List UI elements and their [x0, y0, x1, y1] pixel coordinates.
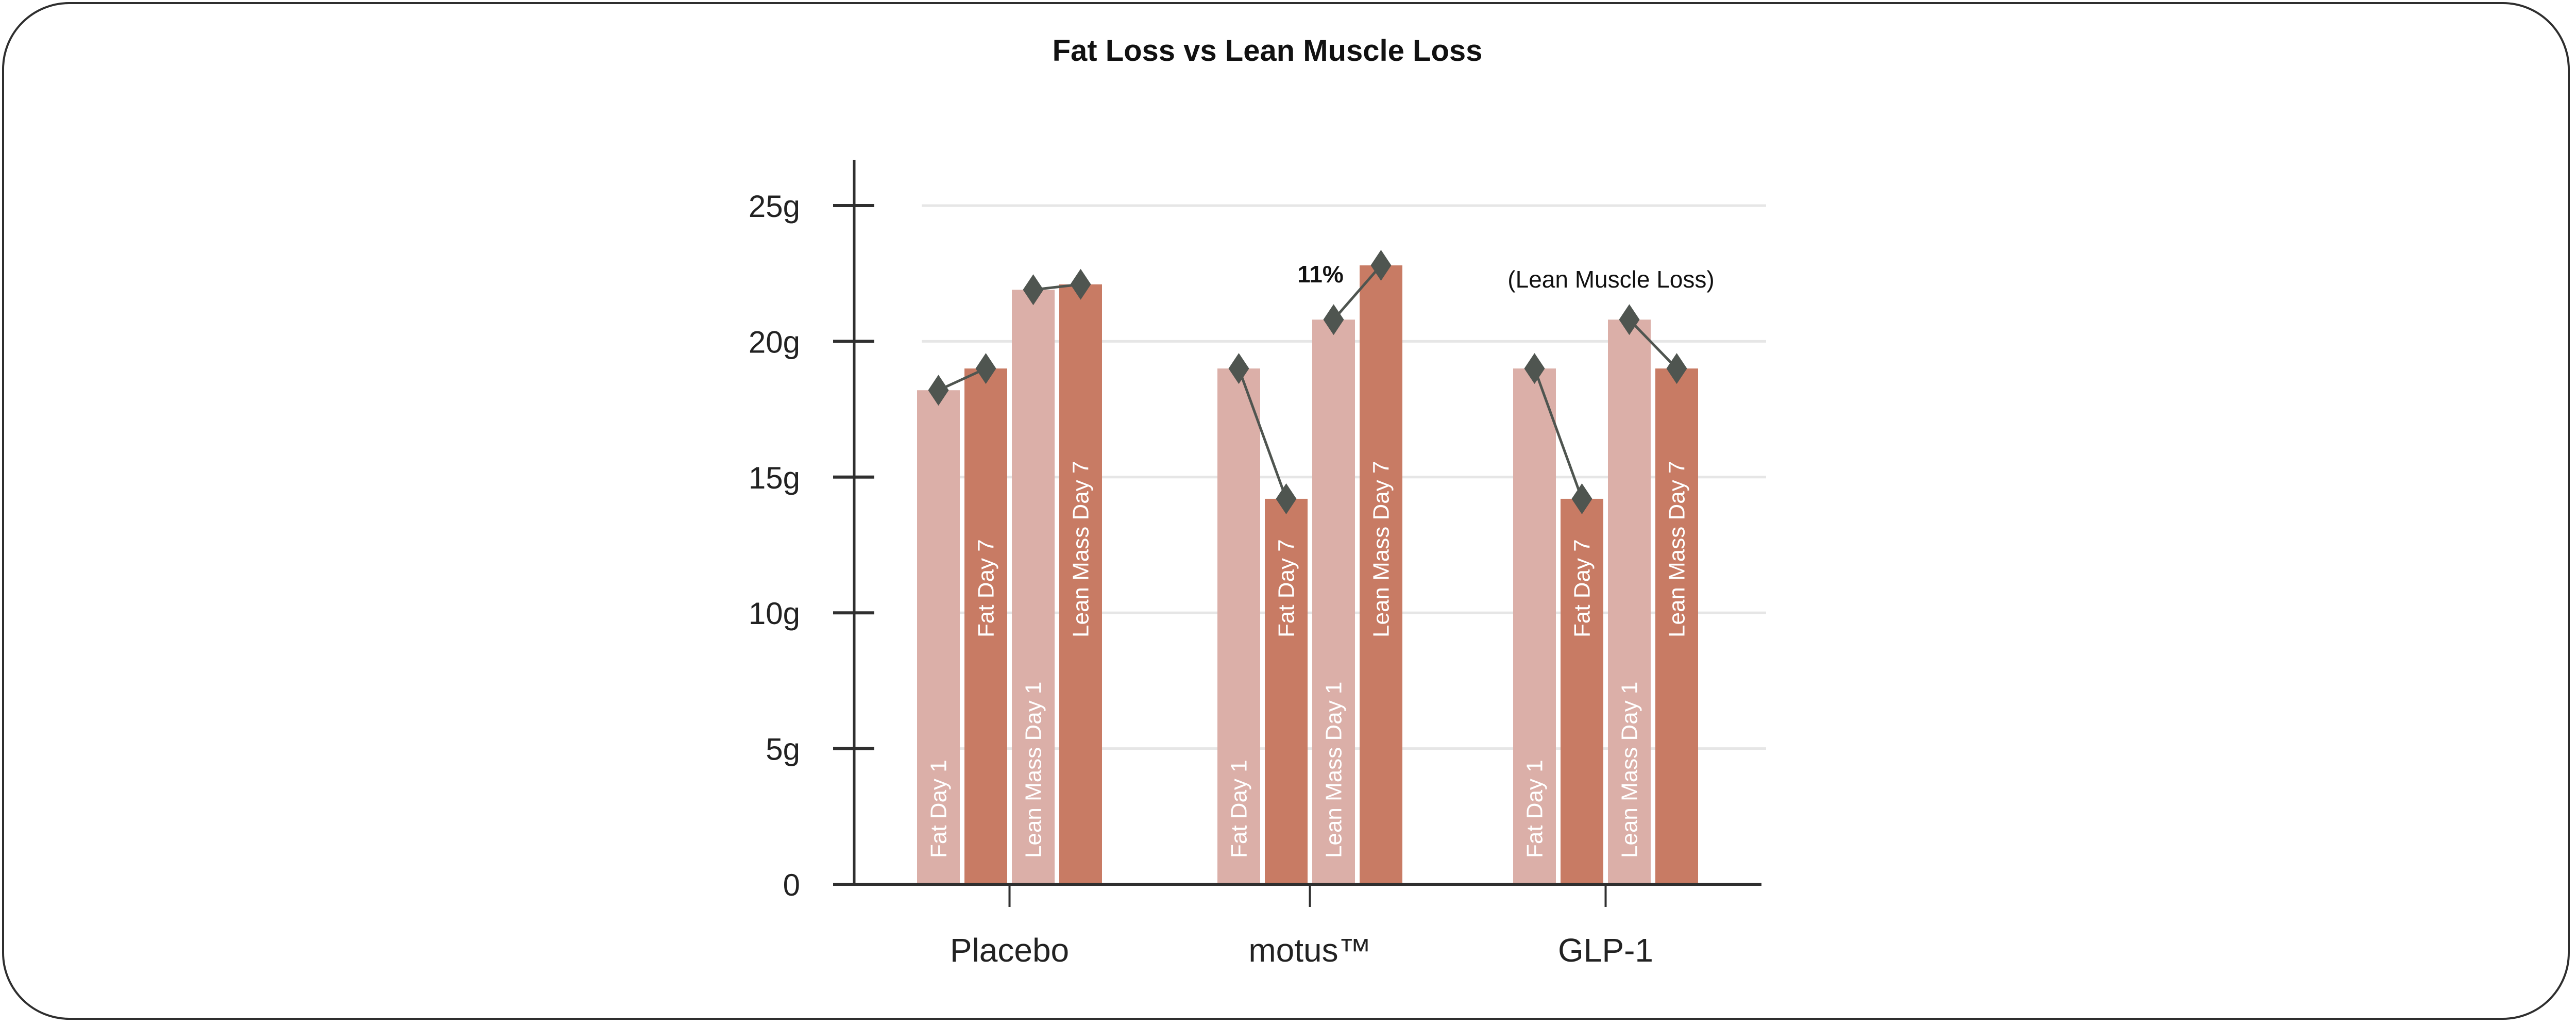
bar-fat-day-1 — [917, 390, 960, 884]
bar-label: Lean Mass Day 7 — [1069, 461, 1094, 637]
connector-line — [1332, 264, 1382, 321]
diamond-marker — [975, 353, 996, 384]
connector-line — [1238, 368, 1287, 499]
bar-lean-mass-day-7 — [1059, 284, 1102, 884]
bar-fat-day-7 — [1265, 498, 1308, 884]
bar-fat-day-1 — [1513, 368, 1556, 884]
bar-label: Lean Mass Day 1 — [1321, 682, 1347, 858]
diamond-marker — [928, 375, 949, 406]
y-tick-label: 20g — [749, 325, 800, 359]
diamond-marker — [1023, 274, 1044, 306]
bar-lean-mass-day-1 — [1312, 319, 1355, 884]
y-tick-label: 10g — [749, 596, 800, 631]
connector-line — [938, 367, 987, 392]
bar-lean-mass-day-1 — [1012, 290, 1055, 884]
diamond-marker — [1619, 304, 1640, 335]
diamond-marker — [1666, 353, 1687, 384]
bar-lean-mass-day-1 — [1608, 319, 1651, 884]
y-tick-label: 0 — [783, 868, 800, 902]
annotation-lean-muscle-loss: (Lean Muscle Loss) — [1507, 266, 1714, 293]
bar-label: Fat Day 1 — [1227, 760, 1252, 858]
chart-title: Fat Loss vs Lean Muscle Loss — [1053, 34, 1483, 68]
connector-line — [1628, 318, 1678, 369]
bar-label: Fat Day 1 — [1522, 760, 1548, 858]
connector-line — [1533, 368, 1583, 499]
x-tick-label: Placebo — [950, 932, 1069, 969]
bar-lean-mass-day-7 — [1360, 265, 1402, 884]
bar-label: Fat Day 1 — [926, 760, 952, 858]
bar-lean-mass-day-7 — [1655, 368, 1698, 884]
bar-label: Lean Mass Day 7 — [1665, 461, 1690, 637]
diamond-marker — [1276, 483, 1297, 514]
bar-fat-day-1 — [1217, 368, 1260, 884]
diamond-marker — [1070, 268, 1091, 300]
bar-fat-day-7 — [1561, 498, 1603, 884]
bar-label: Fat Day 7 — [1570, 539, 1595, 637]
x-tick-label: GLP-1 — [1558, 932, 1653, 969]
bar-label: Fat Day 7 — [974, 539, 999, 637]
y-tick-label: 25g — [749, 189, 800, 224]
y-tick-label: 15g — [749, 461, 800, 495]
diamond-marker — [1571, 483, 1592, 514]
diamond-marker — [1524, 353, 1545, 384]
bar-label: Fat Day 7 — [1274, 539, 1299, 637]
bar-label: Lean Mass Day 1 — [1021, 682, 1046, 858]
diamond-marker — [1228, 353, 1249, 384]
diamond-marker — [1323, 304, 1344, 335]
x-tick-label: motus™ — [1248, 932, 1371, 969]
bar-label: Lean Mass Day 7 — [1369, 461, 1394, 637]
y-tick-label: 5g — [766, 732, 800, 767]
bar-label: Lean Mass Day 1 — [1617, 682, 1642, 858]
bar-fat-day-7 — [964, 368, 1007, 884]
annotation-11-percent: 11% — [1297, 261, 1344, 288]
diamond-marker — [1370, 249, 1392, 281]
